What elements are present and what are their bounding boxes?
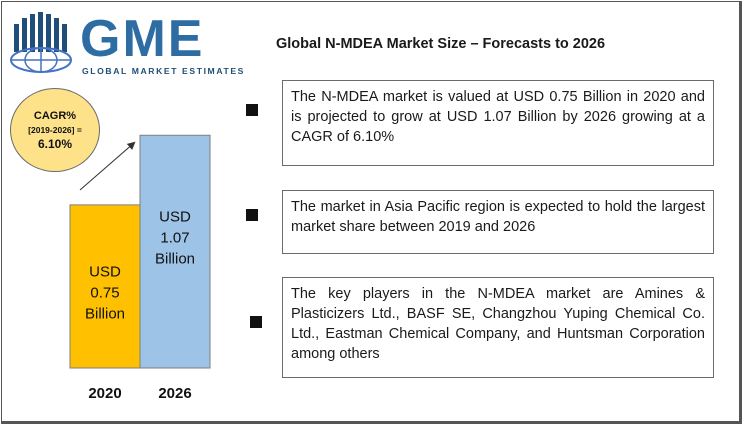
globe-icon [10, 12, 72, 73]
point-text-2: The market in Asia Pacific region is exp… [291, 199, 705, 235]
bar-2020 [69, 204, 141, 369]
x-tick-2026: 2026 [158, 385, 191, 402]
bar-label-2026-1: 1.07 [160, 230, 189, 247]
bullet-2 [246, 209, 258, 221]
x-tick-2020: 2020 [88, 385, 121, 402]
bar-label-2020-0: USD [89, 263, 121, 280]
cagr-value: 6.10% [37, 136, 73, 151]
logo-tagline: GLOBAL MARKET ESTIMATES [82, 66, 245, 76]
point-box-2: The market in Asia Pacific region is exp… [282, 190, 714, 254]
bullet-3 [250, 316, 262, 328]
point-box-3: The key players in the N-MDEA market are… [282, 277, 714, 378]
point-box-1: The N-MDEA market is valued at USD 0.75 … [282, 80, 714, 166]
cagr-label: CAGR% [33, 109, 77, 122]
cagr-badge: CAGR% [2019-2026] = 6.10% [10, 88, 100, 172]
point-text-3: The key players in the N-MDEA market are… [291, 286, 705, 362]
cagr-period: [2019-2026] = [28, 124, 82, 135]
point-text-1: The N-MDEA market is valued at USD 0.75 … [291, 89, 705, 145]
logo-wordmark: GME [80, 10, 204, 68]
bar-label-2020-1: 0.75 [90, 284, 119, 301]
bar-label-2026-2: Billion [155, 251, 195, 268]
bullet-1 [246, 104, 258, 116]
bar-label-2020-2: Billion [85, 305, 125, 322]
gme-logo: GME GLOBAL MARKET ESTIMATES [10, 10, 245, 76]
chart-title: Global N-MDEA Market Size – Forecasts to… [276, 36, 606, 52]
bar-2026 [139, 134, 211, 369]
growth-arrow [79, 141, 136, 191]
bar-label-2026-0: USD [159, 209, 191, 226]
